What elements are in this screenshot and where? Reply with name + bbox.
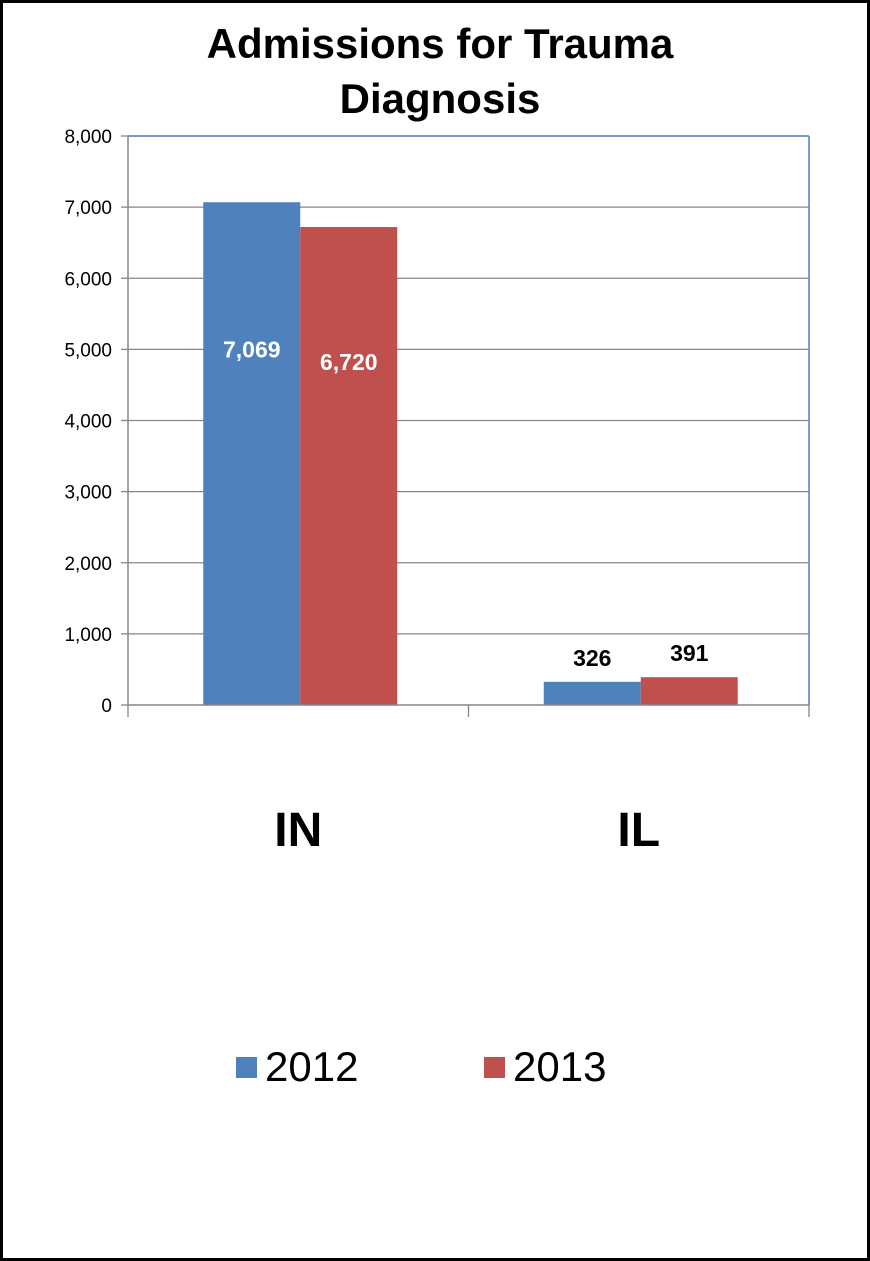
bar-il-2012 [543,681,641,705]
bar-in-2012 [203,202,301,705]
y-tick-label: 4,000 [64,412,112,433]
y-tick-label: 8,000 [64,127,112,148]
y-tick-label: 3,000 [64,483,112,504]
legend-label-2012: 2012 [265,1043,358,1090]
data-label-il-2012: 326 [573,645,611,671]
y-tick-label: 1,000 [64,625,112,646]
legend-swatch-2012 [236,1057,257,1078]
chart-title-line-1: Admissions for Trauma [206,20,674,67]
y-tick-label: 5,000 [64,340,112,361]
chart-title-line-2: Diagnosis [339,75,541,122]
data-label-in-2013: 6,720 [320,349,378,375]
bars [203,202,738,706]
y-tick-label: 7,000 [64,198,112,219]
y-tick-label: 2,000 [64,554,112,575]
data-labels: 7,069 6,720 326 391 [223,337,709,671]
chart-title: Admissions for Trauma Diagnosis [0,16,870,126]
category-label-in: IN [274,804,322,857]
bar-in-2013 [300,227,398,706]
legend: 2012 2013 [236,1043,606,1090]
legend-swatch-2013 [484,1057,505,1078]
legend-label-2013: 2013 [513,1043,606,1090]
y-tick-label: 0 [101,696,112,717]
category-label-il: IL [617,804,660,857]
data-label-il-2013: 391 [670,640,709,666]
bar-il-2013 [640,677,738,705]
axes: 0 1,000 2,000 3,000 4,000 5,000 6,000 7,000 8,00… [64,127,810,857]
y-tick-label: 6,000 [64,269,112,290]
data-label-in-2012: 7,069 [223,337,281,363]
